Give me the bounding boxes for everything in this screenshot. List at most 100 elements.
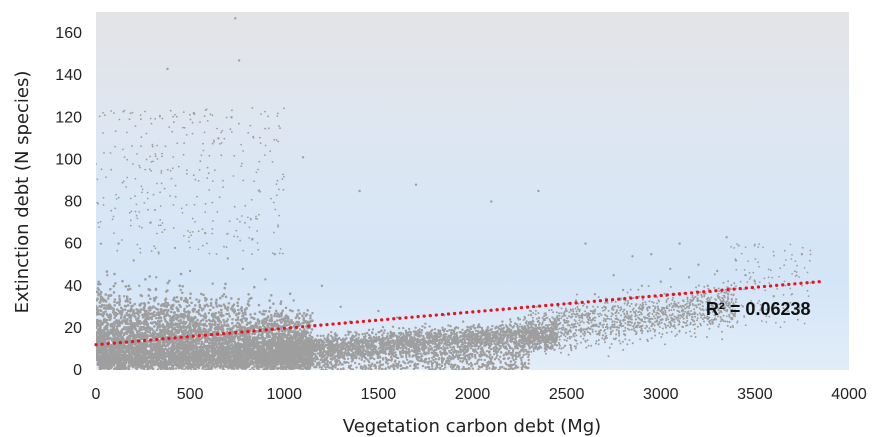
cloud-point [148,288,152,292]
cloud-point [216,323,220,326]
cloud-point [143,323,147,326]
cloud-point [103,317,106,321]
cloud-point [228,315,231,318]
cloud-point [213,323,217,326]
cloud-point [253,312,257,316]
cloud-point [236,341,240,345]
cloud-point [234,318,238,322]
cloud-point [200,309,204,312]
cloud-point [122,319,125,322]
cloud-point [102,312,105,316]
cloud-point [236,304,240,308]
cloud-point [224,324,228,327]
cloud-point [165,341,168,344]
cloud-point [130,323,134,326]
cloud-point [148,309,151,312]
cloud-point [290,320,293,323]
cloud-point [203,296,207,300]
cloud-point [152,305,155,308]
cloud-point [97,280,100,284]
cloud-point [244,313,247,316]
cloud-point [222,318,225,322]
cloud-point [193,308,197,311]
cloud-point [305,313,309,316]
cloud-point [143,320,146,323]
cloud-point [96,338,98,341]
cloud-point [109,306,113,309]
cloud-point [119,335,123,338]
cloud-point [225,330,229,334]
cloud-point [247,300,250,303]
cloud-point [271,337,275,341]
cloud-point [237,308,240,312]
cloud-point [209,304,213,307]
cloud-point [136,324,140,328]
cloud-point [203,305,207,308]
cloud-point [263,337,267,340]
cloud-point [172,298,175,302]
cloud-point [96,326,98,329]
cloud-point [160,331,164,334]
cloud-point [237,322,241,326]
cloud-point [144,278,147,281]
cloud-point [118,337,121,341]
cloud-point [268,328,271,332]
cloud-point [140,321,144,325]
cloud-point [281,309,285,313]
cloud-point [259,337,262,340]
cloud-point [96,304,98,308]
cloud-point [177,330,181,334]
cloud-point [211,343,214,347]
cloud-point [195,334,199,337]
cloud-point [113,298,117,301]
cloud-point [178,284,181,288]
cloud-point [181,331,184,334]
cloud-point [267,310,271,313]
cloud-point [288,331,291,334]
cloud-point [209,328,213,332]
cloud-point [221,327,225,331]
cloud-point [225,320,228,323]
cloud-point [218,304,221,307]
cloud-point [155,347,158,351]
cloud-point [195,338,198,341]
cloud-point [191,340,195,343]
cloud-point [231,318,234,321]
cloud-point [170,325,173,329]
cloud-point [167,347,171,350]
cloud-point [242,347,246,350]
cloud-point [148,344,151,347]
cloud-point [275,314,279,318]
cloud-point [142,313,146,316]
cloud-point [130,347,134,351]
cloud-point [114,311,118,315]
cloud-point [150,315,154,319]
cloud-point [112,284,116,288]
cloud-point [171,304,175,308]
cloud-point [205,319,208,323]
cloud-point [257,322,261,325]
cloud-point [190,338,193,341]
cloud-point [272,332,276,336]
cloud-point [131,304,134,308]
cloud-point [212,316,215,319]
cloud-point [193,347,196,350]
cloud-point [181,285,184,288]
cloud-point [146,339,150,343]
cloud-point [196,323,199,327]
cloud-point [158,335,161,339]
cloud-point [173,360,176,363]
cloud-point [262,309,265,313]
cloud-point [132,309,136,312]
cloud-point [217,311,221,314]
cloud-point [245,335,249,339]
cloud-point [121,308,125,311]
cloud-point [251,366,254,370]
cloud-point [214,341,218,345]
cloud-point [179,272,183,276]
cloud-point [285,314,288,317]
cloud-point [113,346,116,350]
cloud-point [228,341,231,345]
cloud-point [99,319,102,323]
cloud-point [118,303,121,307]
